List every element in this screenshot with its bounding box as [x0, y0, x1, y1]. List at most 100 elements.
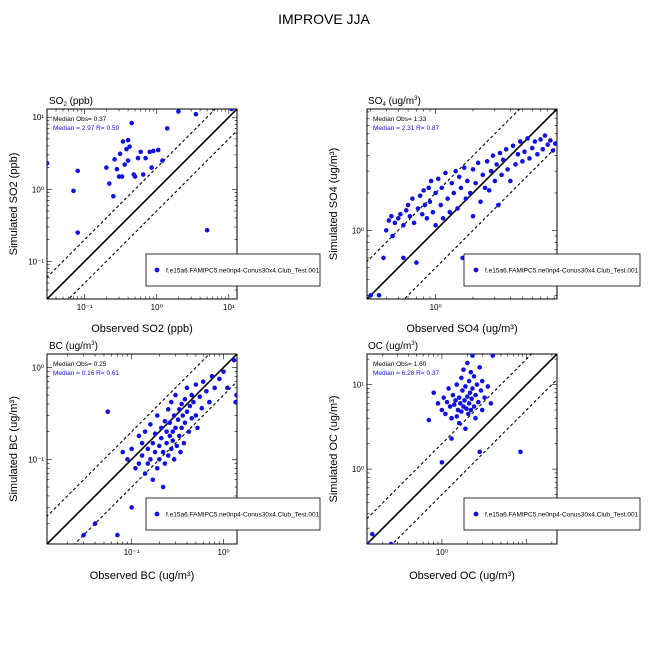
data-point	[171, 413, 177, 418]
data-point	[125, 457, 130, 462]
data-point	[132, 174, 138, 179]
data-point	[92, 521, 98, 526]
one-to-two-line	[391, 378, 557, 544]
data-point	[157, 443, 162, 449]
legend-label: f.e15a6.FAMIPC5.ne0np4-Conus30x4.Club_Te…	[166, 268, 320, 275]
data-point	[529, 145, 535, 151]
data-point	[149, 165, 154, 170]
data-points	[47, 109, 235, 235]
data-point	[168, 446, 174, 452]
data-point	[499, 172, 504, 178]
data-point	[462, 398, 467, 403]
panel-so4: SO4 (ug/m3) Median Obs= 1.33 Median = 2.…	[328, 96, 641, 335]
x-tick-label: 10⁰	[218, 548, 230, 557]
data-point	[482, 395, 487, 400]
data-point	[468, 407, 474, 413]
data-point	[548, 138, 553, 143]
data-point	[104, 165, 109, 170]
data-point	[71, 188, 76, 194]
panel-title-end: )	[95, 341, 98, 352]
panel-title-main: BC	[49, 341, 63, 352]
data-point	[142, 471, 148, 476]
data-point	[540, 146, 546, 152]
median-sim-label: Median = 2.31 R= 0.87	[373, 125, 440, 132]
data-point	[439, 407, 445, 413]
data-point	[488, 401, 494, 406]
data-point	[477, 449, 482, 455]
data-point	[170, 438, 176, 443]
reference-lines	[47, 109, 237, 299]
data-point	[443, 411, 448, 417]
data-point	[454, 414, 460, 419]
data-point	[117, 151, 123, 157]
y-tick-label: 10⁰	[32, 185, 44, 194]
data-point	[431, 390, 437, 396]
x-axis-label: Observed SO4 (ug/m³)	[406, 323, 517, 335]
data-point	[81, 532, 86, 538]
data-point	[167, 433, 173, 439]
data-point	[401, 222, 406, 228]
data-point	[147, 149, 153, 155]
data-point	[231, 357, 237, 363]
data-point	[150, 477, 156, 483]
reference-lines	[47, 354, 237, 544]
data-point	[479, 407, 485, 413]
data-point	[392, 220, 398, 226]
data-point	[182, 420, 188, 426]
data-point	[464, 406, 469, 411]
data-point	[229, 109, 235, 112]
plot-frame	[46, 108, 238, 300]
data-point	[414, 260, 419, 265]
data-point	[482, 185, 488, 191]
tick-marks	[367, 109, 557, 299]
data-point	[518, 449, 523, 455]
data-point	[473, 415, 478, 421]
data-point	[401, 255, 406, 261]
panel-title-sub: 2	[63, 102, 67, 108]
data-point	[490, 354, 496, 358]
data-point	[471, 374, 477, 379]
data-point	[120, 139, 126, 144]
data-point	[173, 425, 178, 431]
data-point	[200, 379, 206, 384]
data-point	[439, 460, 445, 465]
data-point	[522, 149, 527, 155]
data-point	[443, 170, 448, 176]
y-axis-label: Simulated OC (ug/m³)	[328, 396, 340, 503]
data-point	[445, 196, 450, 201]
data-point	[463, 426, 468, 432]
data-point	[184, 409, 190, 414]
data-point	[433, 222, 438, 228]
y-tick-label: 10⁰	[352, 226, 364, 235]
data-point	[386, 218, 392, 223]
data-point	[535, 152, 540, 157]
data-point	[209, 374, 215, 379]
data-point	[181, 440, 187, 446]
data-point	[444, 399, 450, 405]
data-point	[492, 178, 498, 184]
data-point	[497, 150, 503, 156]
data-point	[145, 461, 151, 466]
data-point	[459, 409, 464, 414]
data-point	[140, 172, 146, 177]
legend-box	[145, 253, 321, 287]
panel-title-unit: (ug/m	[386, 96, 414, 107]
data-point	[179, 425, 184, 431]
data-point	[447, 404, 453, 409]
data-point	[471, 404, 477, 409]
median-obs-label: Median Obs= 1.60	[373, 361, 427, 368]
panel-title-main: SO	[49, 96, 64, 107]
data-point	[467, 190, 473, 196]
data-point	[468, 369, 474, 375]
data-point	[189, 415, 194, 421]
data-point	[405, 202, 411, 208]
data-point	[455, 206, 460, 211]
data-point	[158, 435, 164, 441]
plot-frame	[366, 108, 558, 300]
data-point	[460, 388, 465, 393]
data-point	[474, 382, 480, 387]
data-point	[525, 136, 530, 141]
data-point	[217, 376, 222, 382]
data-point	[175, 417, 181, 423]
data-point	[158, 425, 164, 431]
